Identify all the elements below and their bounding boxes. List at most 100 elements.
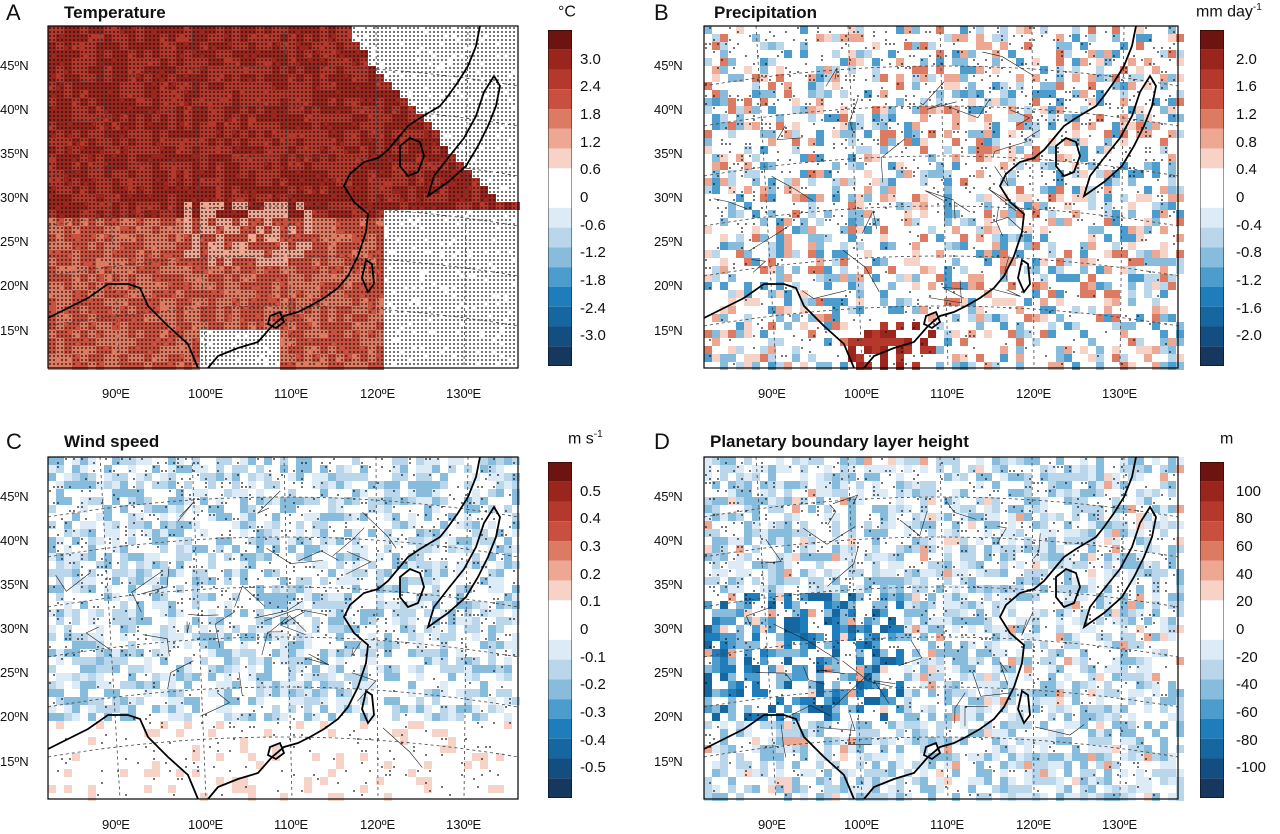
panel-title: Wind speed	[64, 432, 160, 451]
lat-tick-label: 25ºN	[0, 665, 29, 680]
lon-tick-label: 120ºE	[360, 386, 396, 401]
lat-tick-label: 35ºN	[654, 577, 683, 592]
colorbar-swatch	[1200, 738, 1224, 759]
lon-tick-label: 100ºE	[844, 386, 880, 401]
lat-tick-label: 30ºN	[654, 190, 683, 205]
field-layer	[48, 26, 520, 370]
colorbar-unit: mm day-1	[1196, 2, 1262, 21]
significance-stipple	[49, 27, 515, 365]
lat-tick-label: 20ºN	[654, 278, 683, 293]
colorbar-swatch	[1200, 778, 1224, 798]
panel-temperature: A Temperature °C 45ºN 40ºN 35ºN 30ºN 25ºN 20º…	[0, 0, 640, 417]
colorbar-swatch	[548, 30, 572, 50]
lon-tick-label: 120ºE	[360, 817, 396, 832]
lat-tick-label: 45ºN	[654, 489, 683, 504]
colorbar-swatch	[548, 639, 572, 660]
colorbar-swatch	[548, 109, 572, 129]
panel-letter: B	[654, 0, 669, 25]
lon-tick-label: 110ºE	[930, 817, 965, 832]
map-area	[703, 456, 1184, 801]
panel-title: Planetary boundary layer height	[710, 432, 969, 451]
colorbar-tick-label: 0.3	[580, 537, 601, 555]
colorbar-swatch	[1200, 247, 1224, 268]
colorbar-swatch	[1200, 49, 1224, 70]
province-borders	[713, 51, 1041, 304]
colorbar-swatch	[548, 481, 572, 502]
colorbar-swatch	[1200, 89, 1224, 110]
colorbar-swatch	[1200, 462, 1224, 482]
colorbar-tick-label: 2.4	[580, 78, 601, 96]
panel-letter: C	[6, 429, 22, 454]
colorbar-swatch	[1200, 521, 1224, 542]
graticule	[703, 25, 1179, 369]
lon-tick-label: 130ºE	[1102, 386, 1138, 401]
colorbar-tick-label: -2.0	[1236, 327, 1262, 345]
colorbar-tick-label: 1.6	[1236, 78, 1257, 96]
colorbar-tick-label: 1.8	[580, 105, 601, 123]
lon-tick-label: 100ºE	[188, 817, 224, 832]
colorbar-swatch	[1200, 560, 1224, 581]
colorbar-swatch	[548, 69, 572, 90]
colorbar-swatch	[548, 326, 572, 347]
colorbar-tick-label: -80	[1236, 731, 1258, 749]
colorbar-tick-label: -1.2	[1236, 272, 1262, 289]
colorbar-swatch	[1200, 207, 1224, 228]
map-area	[47, 25, 520, 370]
panel-precipitation: B Precipitation mm day-1 45ºN 40ºN 35ºN 30º…	[640, 0, 1280, 417]
panel-title: Temperature	[64, 3, 166, 22]
colorbar-tick-label: 0.4	[1236, 161, 1257, 179]
colorbar-swatch	[548, 620, 572, 640]
panel-letter: A	[6, 0, 21, 25]
colorbar-swatch	[1200, 639, 1224, 660]
colorbar-swatch	[1200, 481, 1224, 502]
graticule	[703, 456, 1179, 800]
colorbar-swatch	[1200, 109, 1224, 129]
lon-tick-label: 100ºE	[188, 386, 224, 401]
colorbar-swatch	[1200, 69, 1224, 90]
colorbar-swatch	[1200, 148, 1224, 169]
map-area	[47, 456, 520, 801]
colorbar-tick-label: 40	[1236, 565, 1253, 583]
colorbar-swatch	[1200, 659, 1224, 680]
colorbar-tick-label: 1.2	[580, 133, 601, 151]
colorbar-swatch	[548, 758, 572, 779]
colorbar-tick-label: -0.6	[580, 216, 606, 234]
field-layer	[704, 26, 1184, 370]
lat-tick-label: 25ºN	[0, 234, 29, 249]
colorbar-swatch	[548, 168, 572, 189]
colorbar-unit: °C	[558, 3, 576, 21]
lat-tick-label: 40ºN	[0, 102, 29, 117]
colorbar-tick-label: -1.6	[1236, 299, 1262, 317]
colorbar-swatch	[1200, 267, 1224, 287]
colorbar-swatch	[548, 207, 572, 228]
colorbar-swatch	[548, 49, 572, 70]
significance-stipple	[705, 27, 1175, 365]
map-area	[703, 25, 1184, 370]
colorbar-tick-label: -1.8	[580, 272, 606, 289]
lon-tick-label: 90ºE	[758, 817, 786, 832]
colorbar-tick-label: -1.2	[580, 244, 606, 262]
lat-tick-label: 15ºN	[0, 323, 29, 338]
field-layer	[48, 457, 520, 801]
lat-tick-label: 15ºN	[654, 323, 683, 338]
colorbar-swatch	[1200, 600, 1224, 621]
colorbar-swatch	[548, 541, 572, 561]
colorbar-tick-label: 100	[1236, 482, 1262, 500]
colorbar-tick-label: 80	[1236, 510, 1253, 528]
province-borders	[55, 490, 423, 768]
lat-tick-label: 40ºN	[0, 533, 29, 548]
lat-tick-label: 30ºN	[0, 190, 29, 205]
colorbar-tick-label: -0.4	[580, 731, 606, 749]
colorbar-swatch	[548, 128, 572, 149]
colorbar-swatch	[548, 560, 572, 581]
colorbar-tick-label: -0.1	[580, 648, 606, 666]
colorbar-swatch	[1200, 580, 1224, 601]
coastline	[703, 25, 1157, 369]
colorbar-tick-label: 0.5	[580, 482, 601, 500]
lon-tick-label: 90ºE	[102, 817, 130, 832]
lat-tick-label: 20ºN	[654, 709, 683, 724]
lat-tick-label: 15ºN	[0, 754, 29, 769]
colorbar-swatch	[1200, 30, 1224, 50]
colorbar-swatch	[1200, 699, 1224, 719]
lon-tick-label: 120ºE	[1016, 386, 1052, 401]
